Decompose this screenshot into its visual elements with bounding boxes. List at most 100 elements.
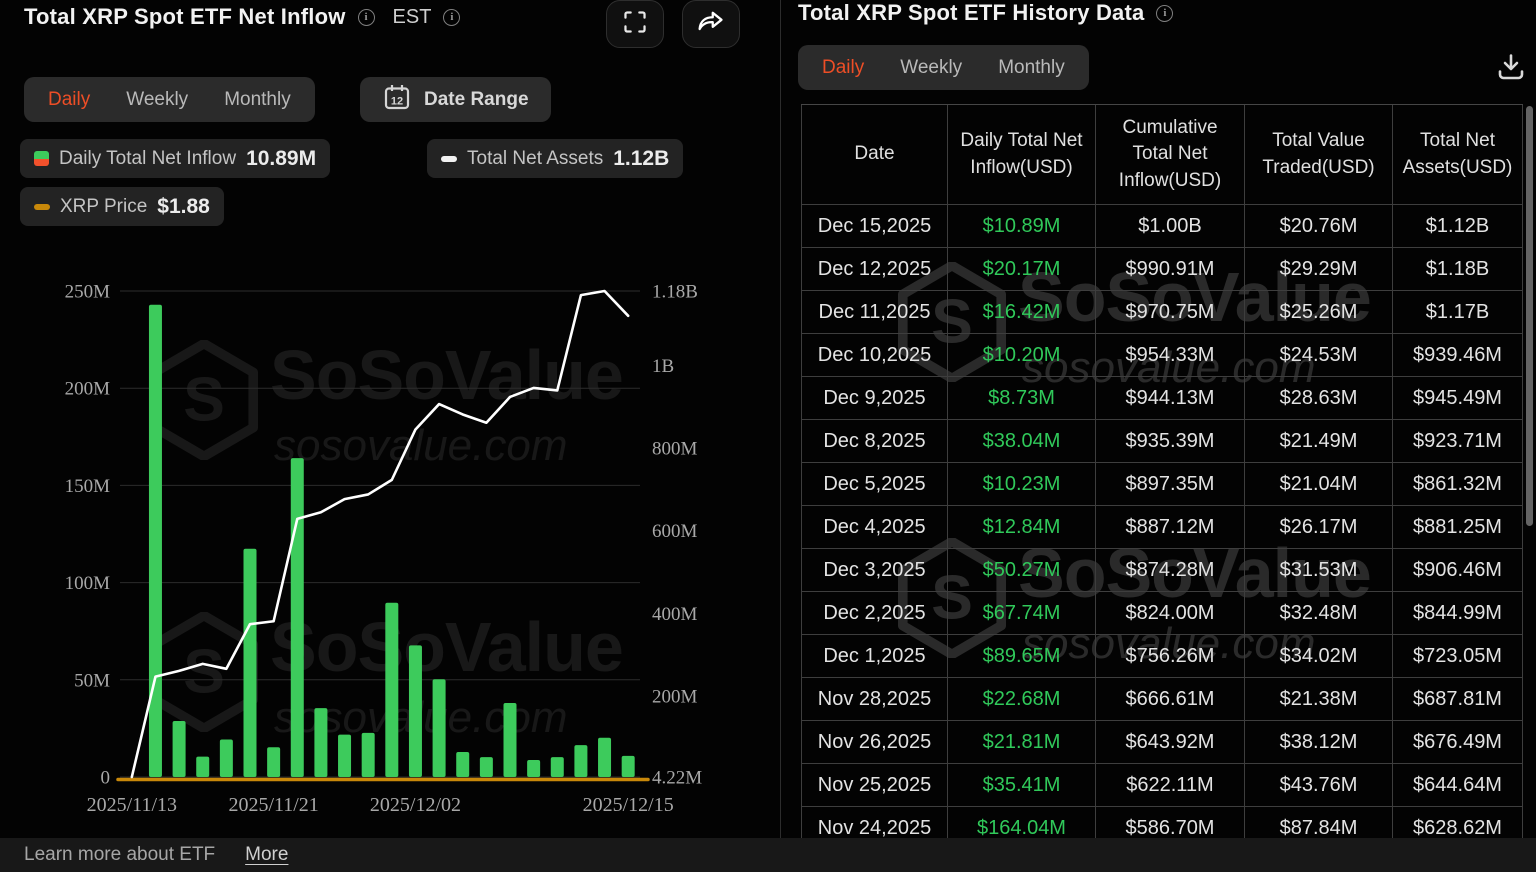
tab-daily[interactable]: Daily	[822, 56, 865, 78]
tab-monthly[interactable]: Monthly	[998, 56, 1065, 78]
value-cell: $22.68M	[948, 678, 1096, 721]
value-cell: $970.75M	[1096, 291, 1245, 334]
table-row: Dec 1,2025 $89.65M $756.26M $34.02M $723.05M	[801, 635, 1523, 678]
table-row: Dec 4,2025 $12.84M $887.12M $26.17M $881.25M	[801, 506, 1523, 549]
value-cell: $21.04M	[1245, 463, 1393, 506]
tab-daily[interactable]: Daily	[48, 88, 91, 110]
value-cell: $16.42M	[948, 291, 1096, 334]
table-header-row: Date Daily Total Net Inflow(USD) Cumulativ…	[801, 104, 1523, 205]
value-cell: $20.76M	[1245, 205, 1393, 248]
table-row: Dec 12,2025 $20.17M $990.91M $29.29M $1.18B	[801, 248, 1523, 291]
history-data-panel: Total XRP Spot ETF History Data i Daily …	[780, 0, 1536, 872]
value-cell: $687.81M	[1393, 678, 1523, 721]
value-cell: $29.29M	[1245, 248, 1393, 291]
table-row: Nov 24,2025 $164.04M $586.70M $87.84M $628.6…	[801, 807, 1523, 850]
value-cell: $939.46M	[1393, 334, 1523, 377]
value-cell: $35.41M	[948, 764, 1096, 807]
inflow-bar	[219, 739, 233, 777]
value-cell: $24.53M	[1245, 334, 1393, 377]
net-inflow-bar-line-chart: 250M 200M 150M 100M 50M 0 1.18B 1B 800M 600M 400M 2…	[65, 282, 703, 817]
left-axis-tick: 50M	[74, 670, 110, 691]
value-cell: $1.12B	[1393, 205, 1523, 248]
right-axis-tick: 400M	[652, 604, 698, 625]
left-axis-tick: 0	[101, 768, 111, 789]
legend-total-net-assets[interactable]: Total Net Assets 1.12B	[427, 139, 684, 178]
date-cell: Dec 9,2025	[801, 377, 948, 420]
footer-more-link[interactable]: More	[245, 844, 289, 865]
table-row: Dec 11,2025 $16.42M $970.75M $25.26M $1.17B	[801, 291, 1523, 334]
date-cell: Dec 15,2025	[801, 205, 948, 248]
date-cell: Dec 11,2025	[801, 291, 948, 334]
fullscreen-button[interactable]	[606, 0, 664, 48]
tab-monthly[interactable]: Monthly	[224, 88, 291, 110]
price-swatch-icon	[34, 203, 50, 210]
timezone-label: EST	[392, 5, 432, 28]
net-assets-line	[130, 289, 630, 779]
inflow-bar	[314, 708, 328, 777]
net-inflow-chart-panel: Total XRP Spot ETF Net Inflow i EST i	[20, 0, 740, 817]
calendar-icon: 12	[382, 82, 412, 117]
inflow-bar	[267, 747, 281, 777]
value-cell: $10.20M	[948, 334, 1096, 377]
tab-weekly[interactable]: Weekly	[126, 88, 189, 110]
value-cell: $10.23M	[948, 463, 1096, 506]
date-cell: Nov 25,2025	[801, 764, 948, 807]
date-range-button[interactable]: 12 Date Range	[360, 77, 551, 122]
right-axis-tick: 800M	[652, 439, 698, 460]
right-axis-tick: 1B	[652, 356, 674, 377]
value-cell: $25.26M	[1245, 291, 1393, 334]
table-row: Dec 5,2025 $10.23M $897.35M $21.04M $861.32M	[801, 463, 1523, 506]
value-cell: $954.33M	[1096, 334, 1245, 377]
x-axis-tick: 2025/11/13	[87, 794, 177, 816]
legend-daily-net-inflow[interactable]: Daily Total Net Inflow 10.89M	[20, 139, 331, 178]
legend-value: 1.12B	[613, 146, 670, 170]
info-icon[interactable]: i	[443, 8, 461, 26]
legend-xrp-price[interactable]: XRP Price $1.88	[20, 187, 224, 226]
value-cell: $881.25M	[1393, 506, 1523, 549]
info-icon[interactable]: i	[1156, 4, 1174, 22]
table-header-cell: Date	[801, 105, 948, 205]
left-axis-tick: 250M	[65, 282, 111, 303]
value-cell: $644.64M	[1393, 764, 1523, 807]
right-axis-tick: 4.22M	[652, 768, 702, 789]
x-axis-tick: 2025/12/02	[370, 794, 461, 816]
share-button[interactable]	[682, 0, 740, 48]
tab-weekly[interactable]: Weekly	[900, 56, 963, 78]
inflow-bar	[196, 756, 210, 777]
inflow-swatch-icon	[34, 151, 49, 166]
chart-action-buttons	[606, 0, 740, 48]
value-cell: $935.39M	[1096, 420, 1245, 463]
inflow-bar	[456, 752, 470, 777]
inflow-bar	[290, 458, 304, 777]
table-header-cell: Total Net Assets(USD)	[1393, 105, 1523, 205]
inflow-bar	[361, 732, 375, 777]
value-cell: $20.17M	[948, 248, 1096, 291]
date-cell: Dec 2,2025	[801, 592, 948, 635]
value-cell: $824.00M	[1096, 592, 1245, 635]
download-icon	[1496, 54, 1526, 86]
date-cell: Dec 4,2025	[801, 506, 948, 549]
value-cell: $38.12M	[1245, 721, 1393, 764]
value-cell: $944.13M	[1096, 377, 1245, 420]
table-scrollbar-thumb[interactable]	[1526, 106, 1533, 526]
inflow-bar	[432, 679, 446, 777]
table-body: Dec 15,2025 $10.89M $1.00B $20.76M $1.12B Dec…	[801, 205, 1523, 850]
inflow-bar	[338, 734, 352, 777]
value-cell: $945.49M	[1393, 377, 1523, 420]
date-cell: Dec 8,2025	[801, 420, 948, 463]
table-row: Nov 28,2025 $22.68M $666.61M $21.38M $687.81…	[801, 678, 1523, 721]
inflow-bar	[148, 304, 162, 777]
inflow-bar	[479, 757, 493, 777]
date-cell: Dec 1,2025	[801, 635, 948, 678]
value-cell: $26.17M	[1245, 506, 1393, 549]
share-icon	[697, 9, 725, 40]
value-cell: $89.65M	[948, 635, 1096, 678]
legend-label: Daily Total Net Inflow	[59, 147, 237, 169]
download-button[interactable]	[1496, 52, 1526, 87]
table-row: Dec 15,2025 $10.89M $1.00B $20.76M $1.12B	[801, 205, 1523, 248]
legend-label: Total Net Assets	[467, 147, 604, 169]
value-cell: $32.48M	[1245, 592, 1393, 635]
info-icon[interactable]: i	[357, 8, 375, 26]
value-cell: $756.26M	[1096, 635, 1245, 678]
